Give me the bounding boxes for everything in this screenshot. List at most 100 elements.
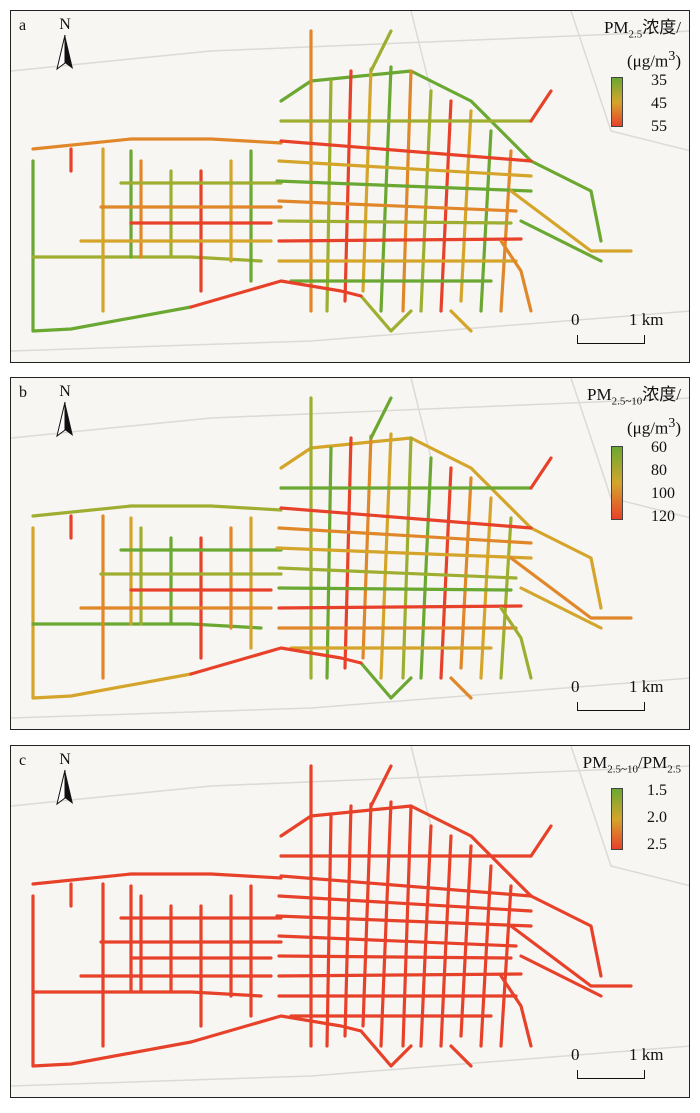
road-segment <box>379 65 393 313</box>
road-segment <box>279 506 533 530</box>
road-segment <box>529 89 553 123</box>
road-map-a <box>11 11 689 352</box>
colorbar-a <box>611 77 623 127</box>
road-segment <box>343 804 353 1038</box>
road-segment <box>459 476 473 670</box>
legend-unit-b: (μg/m3) <box>627 415 681 439</box>
road-segment <box>277 566 518 580</box>
road-segment <box>31 526 193 700</box>
north-arrow-a: N <box>53 17 77 73</box>
road-segment <box>275 546 533 560</box>
road-segment <box>359 661 413 700</box>
road-segment <box>31 255 263 263</box>
road-segment <box>277 894 533 913</box>
road-segment <box>439 834 453 1048</box>
road-segment <box>499 149 513 313</box>
north-label-c: N <box>59 751 71 768</box>
legend-tick-b-2: 100 <box>651 485 675 502</box>
road-segment <box>277 934 518 948</box>
road-segment <box>499 974 533 1048</box>
road-segment <box>499 606 533 680</box>
north-arrow-icon <box>56 34 73 71</box>
scale-one-c: 1 km <box>629 1045 664 1064</box>
scale-bar-c: 0 1 km <box>569 1045 679 1085</box>
road-segment <box>529 456 553 490</box>
road-segment <box>359 294 413 333</box>
legend-a: PM2.5浓度/ (μg/m3) 35 45 55 <box>571 17 681 135</box>
road-segment <box>359 1029 413 1068</box>
road-segment <box>459 844 473 1038</box>
road-segment <box>325 814 333 1048</box>
legend-tick-b-3: 120 <box>651 508 675 525</box>
panel-label-b: b <box>19 384 27 401</box>
legend-unit-a: (μg/m3) <box>627 48 681 72</box>
road-segment <box>277 954 513 960</box>
background-road <box>11 310 689 352</box>
road-map-c <box>11 746 689 1087</box>
legend-title-c: PM2.5~10/PM2.5 <box>582 753 681 776</box>
background-road <box>570 746 689 887</box>
road-segment <box>277 219 513 225</box>
background-road <box>11 397 689 439</box>
road-segment <box>439 99 453 313</box>
road-segment <box>275 179 533 193</box>
legend-tick-a-0: 35 <box>651 72 667 89</box>
road-segment <box>189 646 363 676</box>
road-segment <box>509 924 633 988</box>
road-segment <box>361 434 373 660</box>
background-road <box>11 30 689 72</box>
legend-tick-c-1: 2.0 <box>647 809 667 826</box>
scale-line-c <box>577 1070 645 1079</box>
road-segment <box>449 1044 473 1068</box>
legend-tick-b-0: 60 <box>651 439 667 456</box>
road-segment <box>343 69 353 303</box>
road-segment <box>361 67 373 293</box>
road-segment <box>31 504 283 518</box>
scale-line-a <box>577 335 645 344</box>
legend-b: PM2.5~10浓度/ (μg/m3) 60 80 100 120 <box>551 384 681 525</box>
road-segment <box>369 396 393 440</box>
road-segment <box>499 239 533 313</box>
map-panel-c: c N PM2.5~10/PM2.5 1.5 2.0 2.5 0 1 km <box>10 745 690 1098</box>
background-road <box>570 11 689 152</box>
map-panel-b: b N PM2.5~10浓度/ (μg/m3) 60 80 100 120 0 … <box>10 377 690 730</box>
road-segment <box>419 456 433 680</box>
north-arrow-c: N <box>53 752 77 808</box>
legend-tick-a-2: 55 <box>651 118 667 135</box>
road-segment <box>31 872 283 886</box>
road-segment <box>325 79 333 313</box>
road-segment <box>449 676 473 700</box>
scale-one-b: 1 km <box>629 677 664 696</box>
road-segment <box>343 436 353 670</box>
road-segment <box>499 884 513 1048</box>
road-segment <box>401 804 413 1048</box>
panel-label-a: a <box>19 17 27 34</box>
legend-tick-a-1: 45 <box>651 95 667 112</box>
scale-zero-b: 0 <box>571 677 580 696</box>
road-segment <box>277 526 533 545</box>
road-segment <box>275 914 533 928</box>
scale-bar-b: 0 1 km <box>569 677 679 717</box>
road-segment <box>361 802 373 1028</box>
road-segment <box>519 219 603 263</box>
north-label-b: N <box>59 383 71 400</box>
north-arrow-b: N <box>53 384 77 440</box>
road-segment <box>277 972 523 978</box>
colorbar-c <box>611 788 623 850</box>
road-segment <box>519 954 603 998</box>
road-segment <box>379 432 393 680</box>
road-segment <box>277 199 518 213</box>
road-segment <box>31 137 283 151</box>
north-label-a: N <box>59 16 71 33</box>
road-segment <box>31 894 193 1068</box>
road-segment <box>439 466 453 680</box>
north-arrow-icon <box>56 769 73 806</box>
scale-zero-a: 0 <box>571 310 580 329</box>
road-segment <box>419 89 433 313</box>
road-segment <box>369 764 393 808</box>
legend-tick-c-2: 2.5 <box>647 836 667 853</box>
road-segment <box>509 189 633 253</box>
scale-one-a: 1 km <box>629 310 664 329</box>
road-segment <box>31 622 263 630</box>
road-segment <box>449 309 473 333</box>
